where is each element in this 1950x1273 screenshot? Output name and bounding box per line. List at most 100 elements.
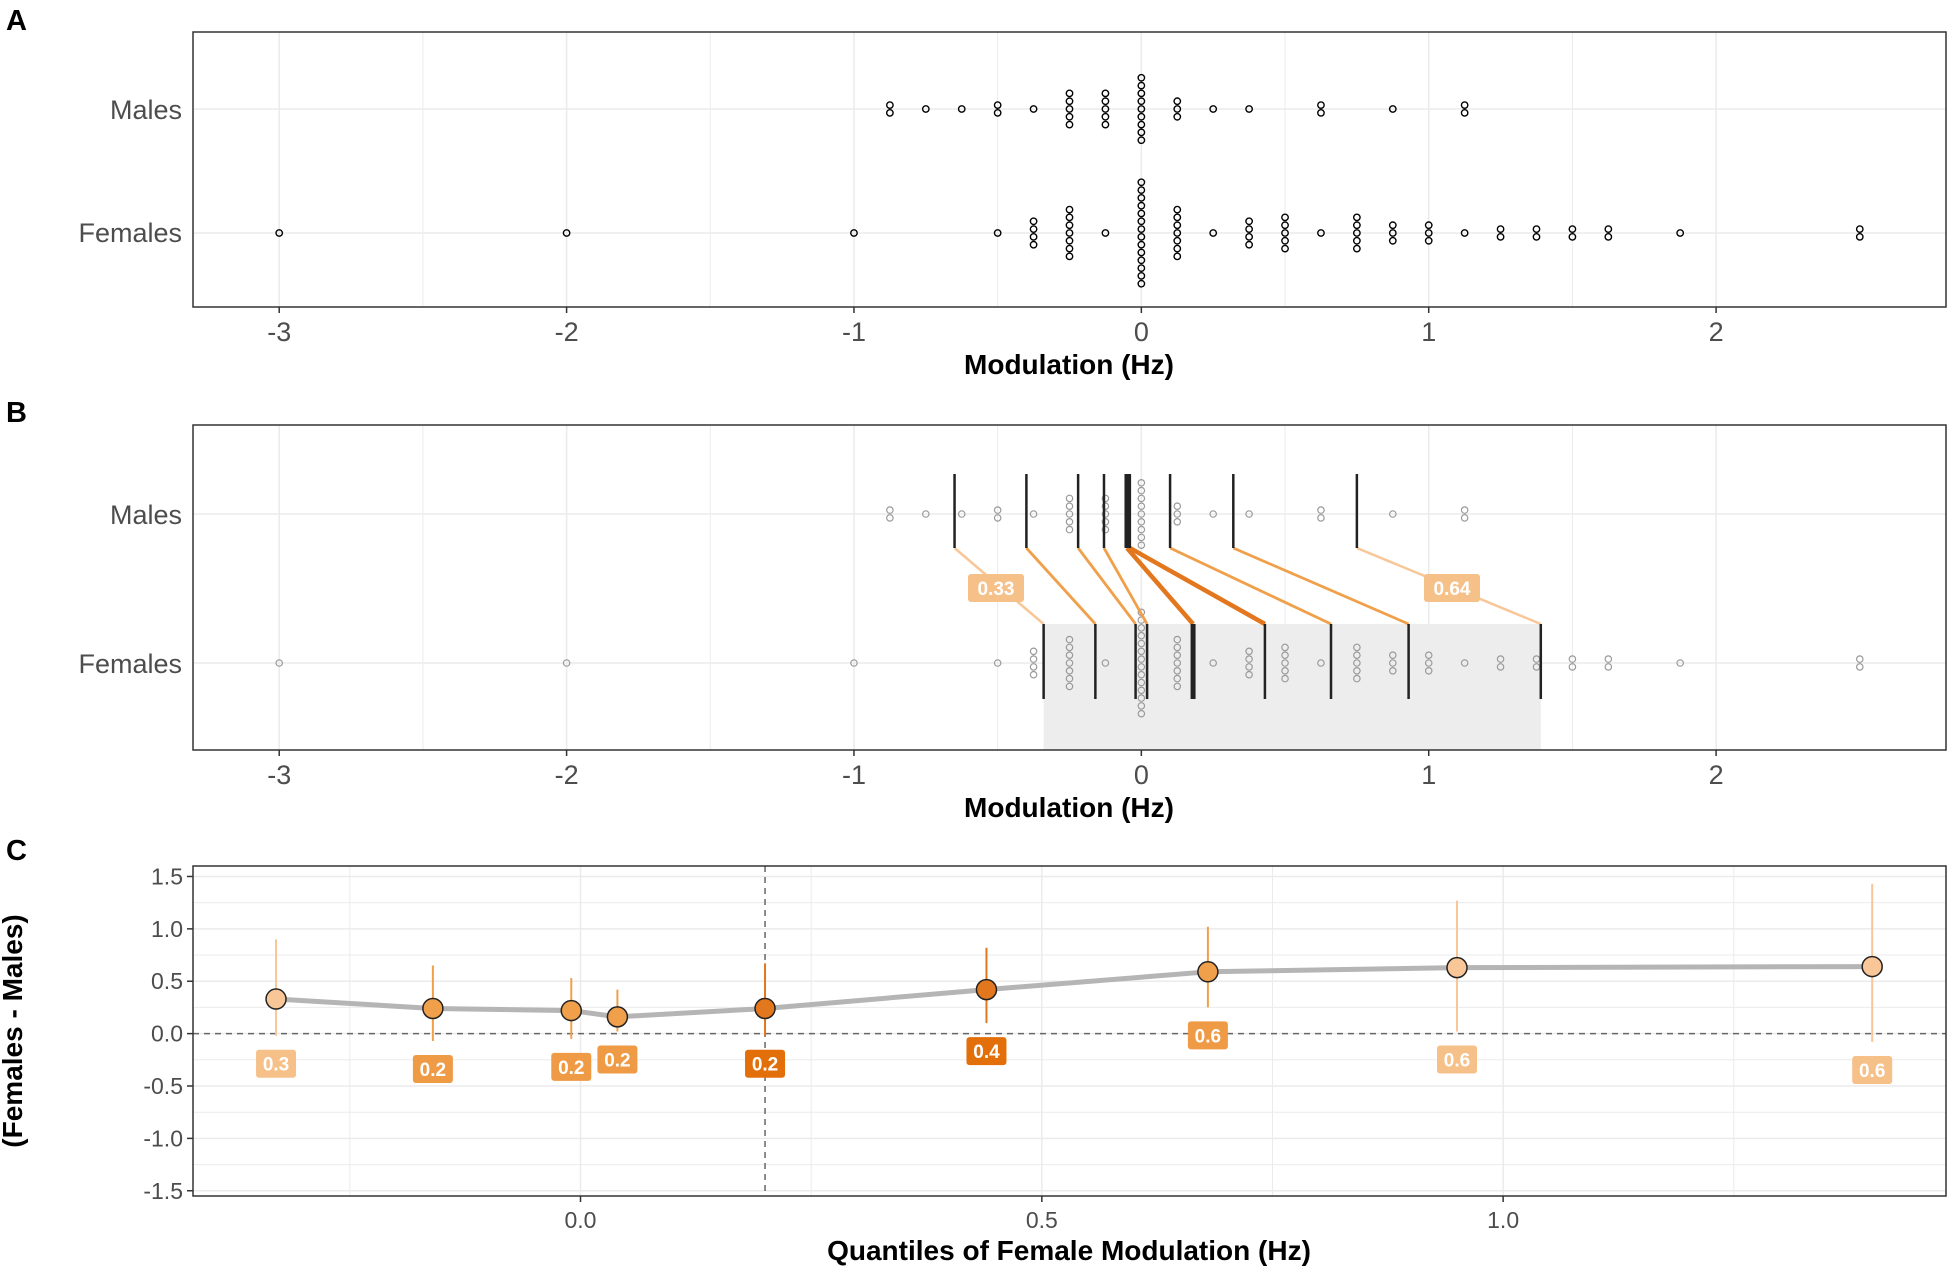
males-point <box>1137 486 1146 495</box>
males-point <box>1137 510 1146 518</box>
males-point <box>1029 510 1038 518</box>
males-point <box>1137 517 1146 526</box>
females-point <box>1855 232 1864 241</box>
females-point <box>1855 655 1864 663</box>
female-band-rect <box>1043 624 1541 750</box>
x-tick-label: -1 <box>842 317 866 347</box>
panel-label-c: C <box>6 835 27 867</box>
males-point <box>922 510 930 518</box>
difference-point <box>1197 961 1219 983</box>
males-point <box>1460 506 1469 514</box>
females-point <box>1137 639 1146 648</box>
females-point <box>1245 232 1254 241</box>
males-point <box>1173 112 1182 121</box>
decile-1-difference-label: 0.33 <box>968 574 1024 602</box>
males-point <box>1173 517 1182 526</box>
females-point <box>1424 236 1433 245</box>
females-point <box>1532 225 1541 234</box>
females-point <box>1281 674 1289 683</box>
females-point <box>1532 232 1541 241</box>
females-point <box>1137 686 1146 695</box>
females-point <box>1245 663 1253 671</box>
females-point <box>562 659 571 667</box>
females-point <box>1496 655 1505 663</box>
males-point <box>1388 510 1397 518</box>
females-point <box>1065 213 1074 222</box>
females-point <box>850 659 858 667</box>
males-point <box>1317 514 1325 522</box>
males-point <box>1137 494 1146 503</box>
females-point <box>1388 666 1397 675</box>
females-point <box>1676 229 1685 237</box>
y-tick-label: 0.0 <box>151 1021 183 1047</box>
females-point <box>1424 666 1433 675</box>
label-box <box>966 1037 1007 1066</box>
y-tick-label: -0.5 <box>143 1073 183 1099</box>
males-point <box>885 101 894 110</box>
females-point <box>850 229 858 237</box>
point-label: 0.6 <box>1852 1056 1893 1084</box>
females-point <box>1352 244 1361 253</box>
females-point <box>1173 244 1182 253</box>
females-point <box>993 229 1002 237</box>
label-text: 0.2 <box>420 1060 446 1081</box>
females-point <box>1173 674 1182 683</box>
point-label: 0.6 <box>1187 1021 1228 1050</box>
females-point <box>1137 209 1146 218</box>
females-point <box>1029 663 1038 671</box>
females-point <box>993 659 1002 667</box>
males-point <box>1101 510 1110 518</box>
males-point <box>1173 502 1182 511</box>
difference-point <box>1861 955 1883 978</box>
x-tick-label: 0.5 <box>1026 1207 1058 1233</box>
panel-b-x-axis: -3 -2 -1 0 1 2 <box>267 750 1724 790</box>
females-point <box>1065 229 1074 237</box>
panel-c-background <box>193 866 1946 1196</box>
females-point <box>1029 647 1038 656</box>
label-text: 0.64 <box>1434 579 1471 600</box>
panel-c-border <box>192 865 1947 1197</box>
label-box <box>1187 1021 1228 1050</box>
males-point <box>1137 533 1146 542</box>
females-point <box>1173 205 1182 214</box>
y-axis-title-line-2: (Females - Males) <box>0 914 28 1147</box>
females-point <box>1281 221 1289 230</box>
females-point <box>1245 217 1254 226</box>
males-point <box>1065 517 1074 526</box>
females-point <box>1065 635 1074 644</box>
y-tick-label: -1.5 <box>143 1178 183 1204</box>
x-tick-label: -1 <box>842 760 866 790</box>
females-point <box>1065 651 1074 660</box>
label-text: 0.2 <box>604 1051 630 1072</box>
females-point <box>1173 682 1182 691</box>
males-point <box>1101 525 1110 534</box>
females-point <box>1065 659 1074 667</box>
males-point <box>1065 89 1074 98</box>
decile-connector <box>1232 546 1410 626</box>
females-point <box>1424 659 1433 667</box>
difference-point <box>422 997 444 1020</box>
females-point <box>1173 643 1182 652</box>
females-point <box>1676 659 1684 667</box>
females-point <box>1496 232 1505 241</box>
point-label: 0.4 <box>966 1037 1007 1066</box>
females-point <box>1352 221 1361 230</box>
females-point <box>1460 659 1469 667</box>
decile-connector <box>1077 547 1137 625</box>
x-tick-label: 1 <box>1421 760 1436 790</box>
males-point <box>1137 105 1146 113</box>
y-tick-label-females: Females <box>78 218 182 248</box>
females-point <box>1352 236 1361 245</box>
females-point <box>1855 225 1864 234</box>
females-point <box>1137 256 1146 265</box>
label-box <box>597 1045 638 1074</box>
female-decile-band <box>1043 624 1541 750</box>
females-point <box>1173 213 1182 222</box>
difference-point <box>265 988 287 1010</box>
females-point <box>1245 225 1254 234</box>
x-tick-label: 1.0 <box>1487 1207 1519 1233</box>
females-point <box>1137 279 1146 288</box>
females-point <box>1029 655 1038 663</box>
females-point <box>1173 252 1182 261</box>
panel-c: 0.3 0.2 0.2 0.2 0.20.40.60.6 0.6 1.51.00.50.0… <box>0 863 1947 1266</box>
